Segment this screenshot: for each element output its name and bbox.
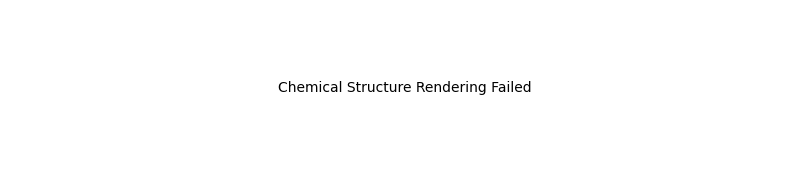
- Text: Chemical Structure Rendering Failed: Chemical Structure Rendering Failed: [278, 81, 532, 95]
